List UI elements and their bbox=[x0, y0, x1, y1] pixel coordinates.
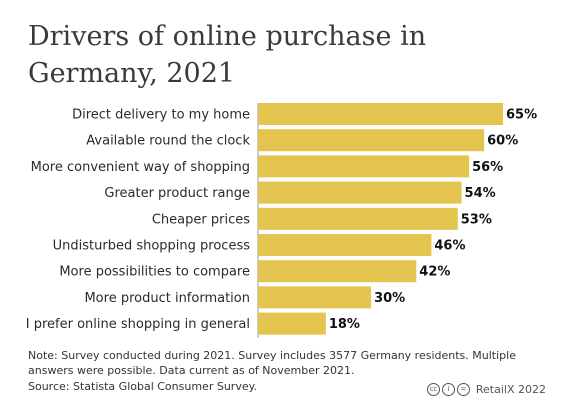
bar bbox=[258, 207, 458, 230]
category-label: More convenient way of shopping bbox=[31, 160, 250, 175]
category-label: Greater product range bbox=[104, 186, 250, 201]
credit-label: RetailX 2022 bbox=[475, 383, 546, 396]
value-label: 53% bbox=[461, 212, 492, 227]
value-label: 46% bbox=[434, 239, 465, 254]
category-label: Cheaper prices bbox=[152, 212, 250, 227]
bar bbox=[258, 312, 326, 335]
bar bbox=[258, 234, 432, 256]
bar bbox=[258, 155, 470, 178]
category-label: Undisturbed shopping process bbox=[53, 239, 251, 254]
value-label: 60% bbox=[487, 134, 518, 149]
bar bbox=[258, 103, 503, 125]
value-label: 42% bbox=[419, 265, 450, 280]
value-label: 54% bbox=[465, 186, 496, 201]
category-label: Direct delivery to my home bbox=[72, 108, 250, 123]
chart-note: Note: Survey conducted during 2021. Surv… bbox=[28, 349, 516, 377]
category-label: More possibilities to compare bbox=[59, 265, 250, 280]
attribution-icon: i bbox=[441, 383, 455, 396]
bar-chart: Direct delivery to my home 65% Available r… bbox=[26, 103, 537, 338]
bar bbox=[258, 260, 417, 283]
value-label: 56% bbox=[472, 160, 503, 175]
credit: cc i = RetailX 2022 bbox=[426, 383, 546, 396]
chart-source: Source: Statista Global Consumer Survey. bbox=[28, 380, 258, 393]
value-label: 65% bbox=[506, 108, 537, 123]
value-label: 30% bbox=[374, 291, 405, 306]
no-derivatives-icon: = bbox=[456, 383, 470, 396]
bar bbox=[258, 286, 372, 309]
category-label: Available round the clock bbox=[86, 134, 250, 149]
bar bbox=[258, 129, 485, 152]
bar bbox=[258, 181, 462, 204]
chart-title: Drivers of online purchase in Germany, 2… bbox=[28, 21, 427, 89]
creative-commons-icon: cc bbox=[426, 383, 440, 396]
category-label: I prefer online shopping in general bbox=[26, 317, 250, 332]
value-label: 18% bbox=[329, 317, 360, 332]
category-label: More product information bbox=[84, 291, 250, 306]
